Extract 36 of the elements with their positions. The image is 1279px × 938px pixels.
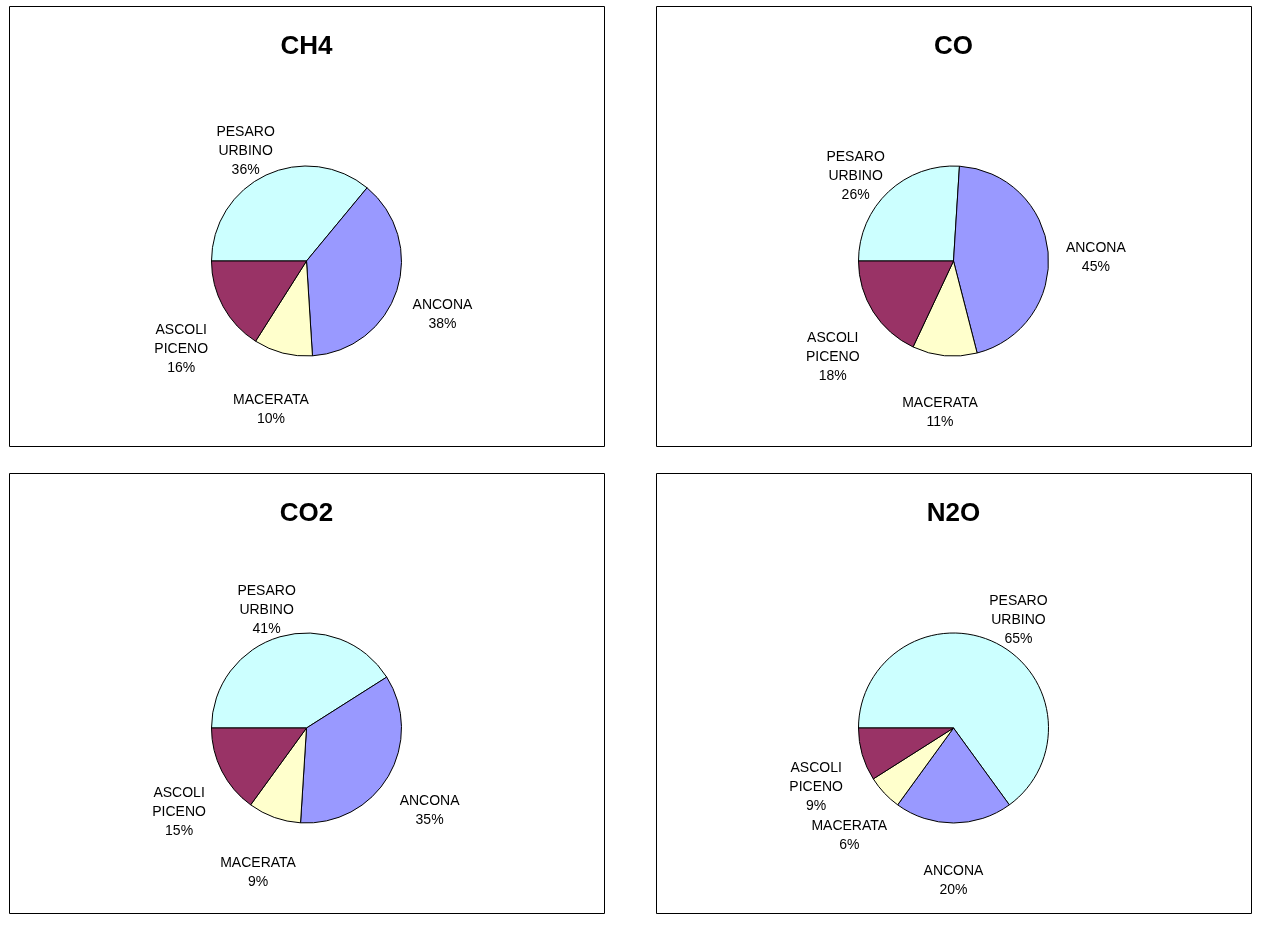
chart-title: CH4 [280, 30, 334, 60]
data-label: 6% [839, 835, 860, 852]
data-label: 38% [428, 315, 457, 332]
slice-label: MACERATA [811, 816, 888, 833]
data-label: 16% [167, 358, 196, 375]
data-label: 45% [1081, 257, 1110, 274]
slice-label: ANCONA [399, 791, 461, 808]
slice-label: MACERATA [220, 853, 297, 870]
data-label: 15% [165, 821, 194, 838]
slice-label: ANCONA [412, 296, 474, 313]
data-label: 10% [256, 409, 285, 426]
slice-label: ASCOLI PICENO [152, 783, 207, 819]
slice-label: PESARO URBINO [826, 147, 885, 183]
data-label: 36% [231, 160, 260, 177]
slice-label: ASCOLI PICENO [154, 320, 209, 356]
data-label: 35% [415, 810, 444, 827]
slice-label: MACERATA [233, 390, 310, 407]
slice-label: ANCONA [923, 862, 985, 878]
data-label: 65% [1004, 629, 1033, 646]
chart-title: CO [934, 30, 973, 60]
data-label: 20% [939, 881, 968, 897]
data-label: 9% [247, 872, 269, 889]
slice-label: PESARO URBINO [216, 122, 275, 158]
slice-label: MACERATA [902, 394, 979, 411]
chart-title: CO2 [279, 497, 334, 527]
slice-label: ASCOLI PICENO [789, 758, 844, 794]
data-label: 18% [818, 366, 847, 383]
data-label: 41% [252, 619, 281, 636]
data-label: 26% [841, 185, 870, 202]
slice-label: ASCOLI PICENO [805, 328, 860, 364]
slice-label: PESARO URBINO [989, 591, 1048, 627]
data-label: 9% [806, 796, 827, 813]
slice-label: PESARO URBINO [237, 581, 296, 617]
data-label: 11% [926, 413, 954, 430]
chart-title: N2O [926, 497, 981, 527]
slice-label: ANCONA [1065, 238, 1127, 255]
